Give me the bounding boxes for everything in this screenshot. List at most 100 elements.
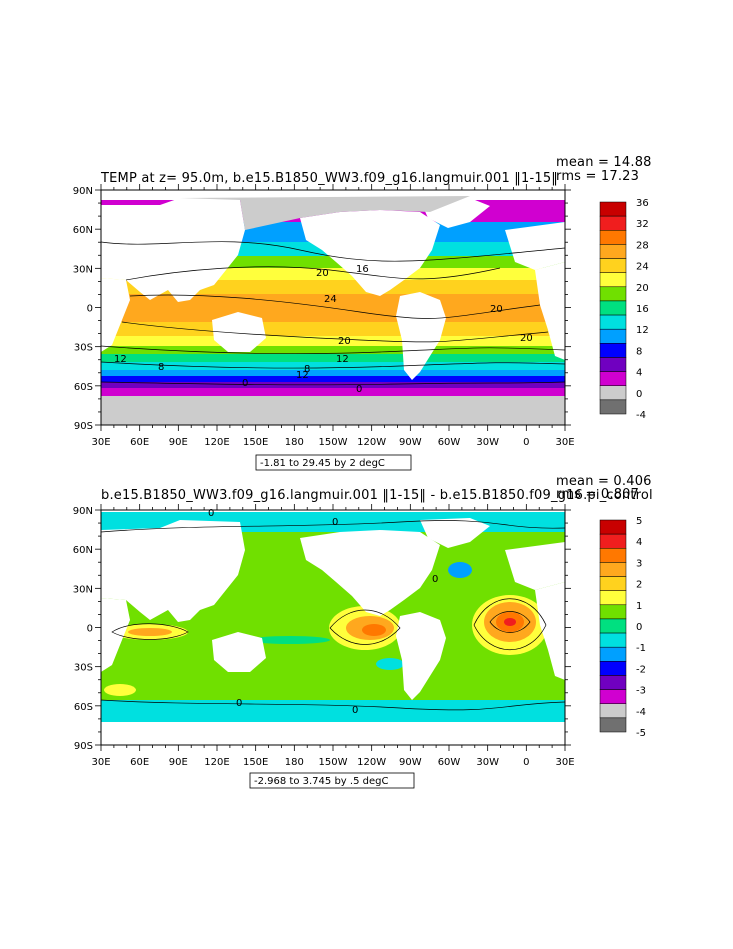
panel1-axes: 30E 60E 90E 120E 150E 180 150W 120W 90W 60W 30W 0 30… <box>73 184 575 448</box>
y-tick-label: 30N <box>73 584 93 595</box>
colorbar-label: 0 <box>636 389 642 400</box>
x-tick-label: 90W <box>399 437 422 448</box>
colorbar-swatch <box>599 343 627 358</box>
panel1-range: -1.81 to 29.45 by 2 degC <box>260 458 385 469</box>
panel2-rms: rms = 0.807 <box>556 487 639 502</box>
x-tick-label: 0 <box>523 757 529 768</box>
x-tick-label: 30W <box>476 437 499 448</box>
colorbar-label: -4 <box>636 410 646 421</box>
colorbar-swatch <box>599 201 627 217</box>
contour-label: 12 <box>336 354 349 365</box>
x-tick-label: 150W <box>319 437 348 448</box>
y-tick-label: 0 <box>87 624 93 635</box>
x-tick-label: 60E <box>130 757 149 768</box>
colorbar-swatch <box>599 675 627 690</box>
panel2-range-box <box>249 772 415 789</box>
colorbar-swatch <box>599 618 627 634</box>
colorbar-swatch <box>599 230 627 245</box>
contour-label: 20 <box>338 336 351 347</box>
panel2-axes: 30E 60E 90E 120E 150E 180 150W 120W 90W 60W 30W 0 30… <box>73 504 575 768</box>
land-north-america <box>300 210 440 296</box>
panel2-mean: mean = 0.406 <box>556 474 652 489</box>
x-tick-label: 30E <box>91 757 110 768</box>
colorbar-label: 20 <box>636 283 649 294</box>
x-tick-label: 0 <box>523 437 529 448</box>
land-antarctica <box>101 398 565 425</box>
y-tick-label: 30N <box>73 264 93 275</box>
contour-label: 0 <box>356 384 362 395</box>
colorbar-label: 24 <box>636 262 649 273</box>
colorbar-label: 2 <box>636 580 642 591</box>
colorbar-label: -3 <box>636 686 646 697</box>
contour-label: 16 <box>356 264 369 275</box>
colorbar-label: 5 <box>636 516 642 527</box>
x-tick-label: 90E <box>169 757 188 768</box>
panel2-map <box>101 510 565 745</box>
colorbar-label: 4 <box>636 368 642 379</box>
y-tick-label: 90N <box>73 506 93 517</box>
x-tick-label: 90W <box>399 757 422 768</box>
panel1-title: TEMP at z= 95.0m, b.e15.B1850_WW3.f09_g1… <box>100 171 558 186</box>
y-tick-label: 30S <box>74 343 93 354</box>
x-tick-label: 120W <box>357 437 386 448</box>
panel-difference: b.e15.B1850_WW3.f09_g16.langmuir.001 ‖1-… <box>73 474 653 789</box>
colorbar-label: 12 <box>636 325 649 336</box>
panel1-contours <box>101 241 565 386</box>
contour-label: 20 <box>316 268 329 279</box>
land-eurasia <box>101 198 245 302</box>
x-tick-label: 150W <box>319 757 348 768</box>
y-tick-label: 90N <box>73 186 93 197</box>
colorbar-swatch <box>599 244 627 259</box>
x-tick-label: 30W <box>476 757 499 768</box>
y-tick-label: 90S <box>74 421 93 432</box>
panel2-title: b.e15.B1850_WW3.f09_g16.langmuir.001 ‖1-… <box>101 488 653 503</box>
colorbar-label: -5 <box>636 728 646 739</box>
colorbar-swatch <box>599 717 627 733</box>
colorbar-swatch <box>599 371 627 386</box>
x-tick-label: 120E <box>204 437 229 448</box>
x-tick-label: 150E <box>243 757 268 768</box>
colorbar-swatch <box>599 215 627 231</box>
panel1-range-box <box>255 454 412 471</box>
x-tick-label: 30E <box>91 437 110 448</box>
panel2-range: -2.968 to 3.745 by .5 degC <box>254 776 388 787</box>
contour-label: 0 <box>208 508 214 519</box>
panel-temperature: TEMP at z= 95.0m, b.e15.B1850_WW3.f09_g1… <box>73 155 651 471</box>
contour-label: 12 <box>114 354 127 365</box>
x-tick-label: 180 <box>285 437 304 448</box>
x-tick-label: 60W <box>438 437 461 448</box>
contour-label: 8 <box>158 362 164 373</box>
contour-label: 20 <box>520 333 533 344</box>
colorbar-swatch <box>599 703 627 719</box>
contour-label: 0 <box>352 705 358 716</box>
colorbar-swatch <box>599 632 627 648</box>
colorbar-swatch <box>599 590 627 606</box>
x-tick-label: 90E <box>169 437 188 448</box>
x-tick-label: 60W <box>438 757 461 768</box>
colorbar-swatch <box>599 385 627 401</box>
colorbar-swatch <box>599 314 627 330</box>
contour-label: 12 <box>296 370 309 381</box>
x-tick-label: 30E <box>555 757 574 768</box>
colorbar-label: 0 <box>636 622 642 633</box>
land-south-america <box>396 292 446 380</box>
x-tick-label: 60E <box>130 437 149 448</box>
colorbar-swatch <box>599 689 627 704</box>
colorbar-swatch <box>599 661 627 676</box>
colorbar-swatch <box>599 576 627 591</box>
y-tick-label: 60N <box>73 545 93 556</box>
x-tick-label: 120E <box>204 757 229 768</box>
contour-label: 0 <box>332 517 338 528</box>
panel2-contours <box>101 520 565 711</box>
colorbar-label: 36 <box>636 198 649 209</box>
colorbar-label: -2 <box>636 664 646 675</box>
land-africa <box>101 278 130 352</box>
y-tick-label: 60S <box>74 702 93 713</box>
colorbar-swatch <box>599 548 627 563</box>
colorbar-label: 4 <box>636 537 642 548</box>
anomaly-cold <box>376 658 404 670</box>
y-tick-label: 60N <box>73 225 93 236</box>
colorbar-swatch <box>599 357 627 372</box>
panel1-contour-labels: 20 16 24 20 12 20 20 12 8 12 8 0 0 <box>114 264 533 395</box>
colorbar-label: 32 <box>636 219 649 230</box>
